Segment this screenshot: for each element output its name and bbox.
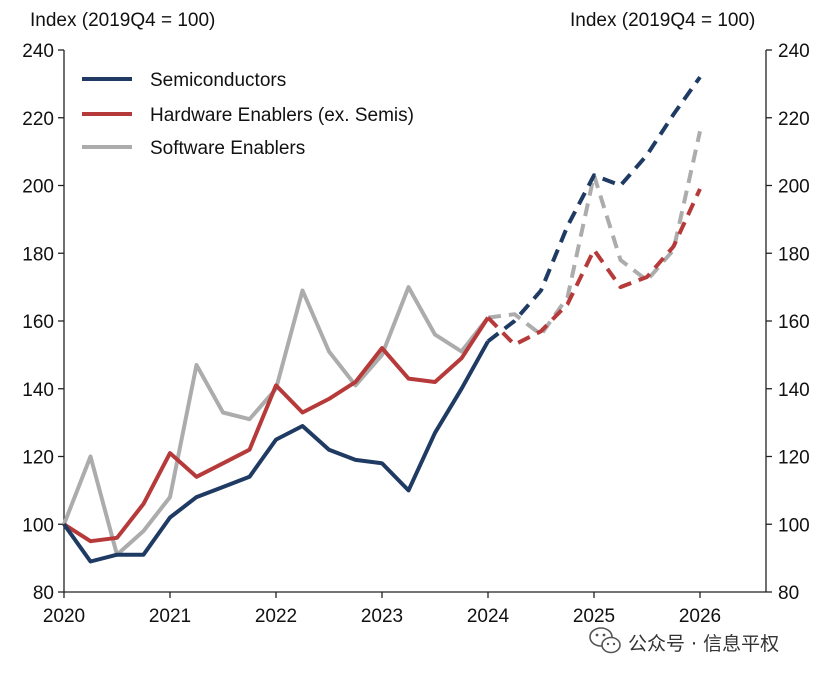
x-tick-label-2023: 2023 — [361, 606, 403, 627]
legend-label-software-enablers: Software Enablers — [150, 138, 305, 159]
y-tick-label-right-140: 140 — [778, 380, 810, 401]
x-tick-label-2021: 2021 — [149, 606, 191, 627]
y-tick-label-left-200: 200 — [22, 177, 54, 198]
series-line-actual-semiconductors — [62, 340, 490, 564]
series-line-projected-software-enablers — [487, 130, 702, 337]
watermark-text: 公众号 · 信息平权 — [628, 633, 779, 655]
y-tick-label-left-220: 220 — [22, 109, 54, 130]
legend: Semiconductors Hardware Enablers (ex. Se… — [82, 70, 414, 159]
wechat-icon — [589, 627, 621, 654]
y-tick-label-left-240: 240 — [22, 41, 54, 62]
y-tick-label-right-80: 80 — [778, 583, 799, 604]
y-tick-label-right-180: 180 — [778, 244, 810, 265]
y-tick-label-right-200: 200 — [778, 177, 810, 198]
y-tick-label-right-240: 240 — [778, 41, 810, 62]
right-y-axis-title: Index (2019Q4 = 100) — [570, 10, 755, 31]
axis-ticks: 80 80 100 100 120 120 140 140 160 160 180 180 200 200… — [22, 41, 809, 627]
series-line-actual-hardware-enablers-ex-semis — [62, 316, 490, 544]
watermark: 公众号 · 信息平权 — [589, 627, 779, 655]
series-line-projected-semiconductors — [486, 75, 702, 343]
y-tick-label-left-140: 140 — [22, 380, 54, 401]
y-tick-label-right-160: 160 — [778, 312, 810, 333]
series-line-projected-hardware-enablers-ex-semis — [486, 188, 702, 347]
x-tick-label-2024: 2024 — [467, 606, 510, 627]
y-tick-label-left-120: 120 — [22, 448, 54, 469]
y-tick-label-left-160: 160 — [22, 312, 54, 333]
y-tick-label-left-80: 80 — [33, 583, 54, 604]
x-tick-label-2026: 2026 — [679, 606, 721, 627]
x-tick-label-2020: 2020 — [43, 606, 85, 627]
y-tick-label-left-100: 100 — [22, 515, 54, 536]
series-line-actual-software-enablers — [62, 285, 490, 557]
y-tick-label-right-220: 220 — [778, 109, 810, 130]
series-layer — [62, 75, 702, 564]
x-tick-label-2025: 2025 — [573, 606, 615, 627]
y-tick-label-left-180: 180 — [22, 244, 54, 265]
legend-label-hardware-enablers: Hardware Enablers (ex. Semis) — [150, 105, 414, 126]
y-tick-label-right-120: 120 — [778, 448, 810, 469]
legend-label-semiconductors: Semiconductors — [150, 70, 286, 91]
x-tick-label-2022: 2022 — [255, 606, 297, 627]
left-y-axis-title: Index (2019Q4 = 100) — [30, 10, 215, 31]
y-tick-label-right-100: 100 — [778, 515, 810, 536]
